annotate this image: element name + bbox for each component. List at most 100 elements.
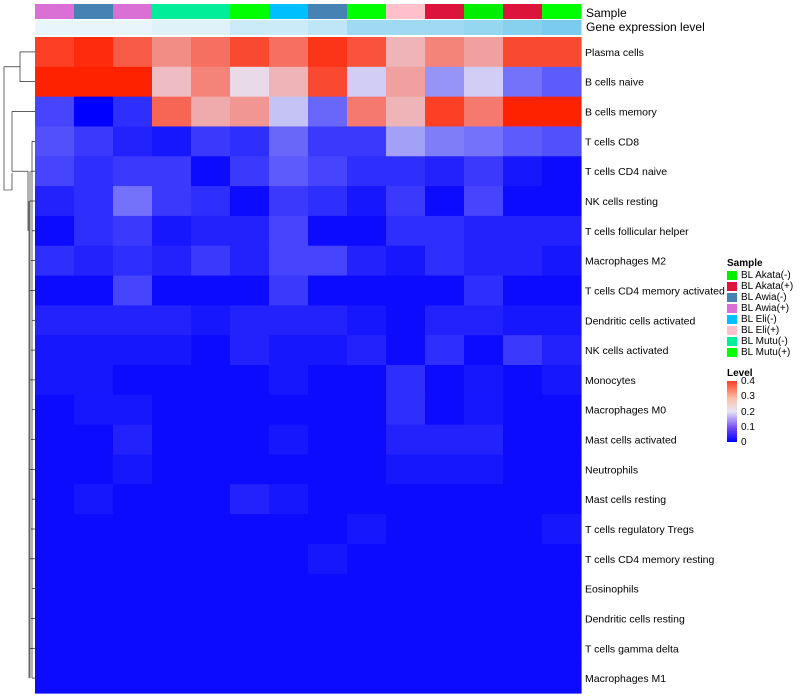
- heatmap-cell: [347, 633, 387, 664]
- heatmap-cell: [113, 663, 153, 694]
- heatmap-cell: [152, 275, 192, 306]
- heatmap-cell: [425, 663, 465, 694]
- heatmap-cell: [542, 305, 582, 336]
- sample-legend: Sample BL Akata(-) BL Akata(+) BL Awia(-) B…: [727, 258, 793, 358]
- heatmap-cell: [503, 66, 543, 98]
- heatmap-cell: [542, 186, 582, 217]
- level-gradient: 0.4 0.3 0.2 0.1 0: [727, 377, 755, 448]
- heatmap-cell: [191, 514, 231, 545]
- heatmap-cell: [230, 37, 270, 68]
- heatmap-cell: [74, 454, 114, 485]
- heatmap-cell: [74, 514, 114, 545]
- heatmap-cell: [74, 126, 114, 157]
- heatmap-cell: [347, 37, 387, 68]
- heatmap-cell: [35, 454, 75, 485]
- heatmap-cell: [35, 514, 75, 545]
- heatmap-cell: [542, 603, 582, 634]
- heatmap-cell: [542, 37, 582, 68]
- sample-annotation-cell: [308, 4, 348, 19]
- heatmap-cell: [152, 335, 192, 366]
- gene-expression-annotation-cell: [542, 20, 582, 35]
- heatmap-cell: [425, 424, 465, 456]
- heatmap-cell: [347, 454, 387, 485]
- heatmap-cell: [191, 335, 231, 366]
- sample-legend-label: BL Eli(+): [741, 324, 780, 336]
- heatmap-cell: [191, 663, 231, 694]
- heatmap-cell: [152, 245, 192, 277]
- heatmap-cell: [152, 305, 192, 336]
- heatmap-cell: [113, 573, 153, 605]
- heatmap-cell: [269, 66, 309, 98]
- heatmap-cell: [308, 514, 348, 545]
- heatmap-cell: [269, 424, 309, 456]
- sample-legend-item: BL Mutu(+): [727, 347, 793, 358]
- gene-expression-annotation-cell: [152, 20, 192, 35]
- heatmap-cell: [230, 96, 270, 128]
- heatmap-cell: [35, 335, 75, 366]
- level-legend-title: Level: [727, 368, 753, 379]
- row-label: Macrophages M2: [585, 256, 666, 268]
- gene-expression-annotation-cell: [425, 20, 465, 35]
- heatmap-cell: [113, 394, 153, 426]
- gene-expression-annotation-cell: [191, 20, 231, 35]
- heatmap-cell: [308, 424, 348, 456]
- heatmap-cell: [503, 573, 543, 605]
- heatmap-cell: [269, 394, 309, 426]
- sample-annotation-cell: [503, 4, 543, 19]
- heatmap-cell: [230, 484, 270, 515]
- heatmap-cell: [230, 66, 270, 98]
- heatmap-cell: [269, 37, 309, 68]
- heatmap-cell: [35, 603, 75, 634]
- row-label: NK cells resting: [585, 196, 658, 208]
- row-label: Neutrophils: [585, 464, 638, 476]
- heatmap-cell: [113, 514, 153, 545]
- heatmap-cell: [74, 394, 114, 426]
- heatmap-cell: [269, 126, 309, 157]
- heatmap-cell: [269, 484, 309, 515]
- heatmap-cell: [542, 514, 582, 545]
- heatmap-cell: [464, 186, 504, 217]
- row-label: T cells regulatory Tregs: [585, 524, 694, 536]
- sample-legend-label: BL Mutu(+): [741, 346, 791, 358]
- heatmap-cell: [113, 186, 153, 217]
- sample-legend-title: Sample: [727, 258, 763, 269]
- heatmap-cell: [386, 454, 426, 485]
- sample-annotation-cell: [269, 4, 309, 19]
- heatmap-cell: [425, 394, 465, 426]
- heatmap-cell: [191, 305, 231, 336]
- heatmap-cell: [113, 424, 153, 456]
- heatmap-cell: [464, 96, 504, 128]
- heatmap-cell: [464, 573, 504, 605]
- heatmap-cell: [425, 66, 465, 98]
- heatmap-cell: [35, 633, 75, 664]
- heatmap-cell: [230, 424, 270, 456]
- heatmap-cell: [74, 663, 114, 694]
- heatmap-cell: [308, 275, 348, 306]
- heatmap-cell: [347, 156, 387, 187]
- heatmap-cell: [425, 603, 465, 634]
- sample-legend-swatch: [727, 282, 737, 291]
- sample-legend-item: BL Akata(+): [727, 281, 793, 292]
- level-gradient-bar: [727, 381, 737, 442]
- heatmap-cell: [74, 335, 114, 366]
- row-label: Mast cells resting: [585, 494, 666, 506]
- heatmap-cell: [503, 305, 543, 336]
- heatmap-cells: [35, 37, 582, 694]
- heatmap-cell: [191, 37, 231, 68]
- sample-annotation-cell: [152, 4, 192, 19]
- heatmap-cell: [35, 37, 75, 68]
- gene-expression-annotation-cell: [269, 20, 309, 35]
- heatmap-cell: [35, 275, 75, 306]
- heatmap-cell: [113, 633, 153, 664]
- heatmap-cell: [503, 96, 543, 128]
- heatmap-cell: [113, 335, 153, 366]
- heatmap-cell: [386, 514, 426, 545]
- heatmap-cell: [152, 633, 192, 664]
- heatmap-cell: [386, 66, 426, 98]
- heatmap-cell: [191, 573, 231, 605]
- heatmap-cell: [425, 633, 465, 664]
- heatmap-cell: [503, 633, 543, 664]
- heatmap-cell: [503, 365, 543, 396]
